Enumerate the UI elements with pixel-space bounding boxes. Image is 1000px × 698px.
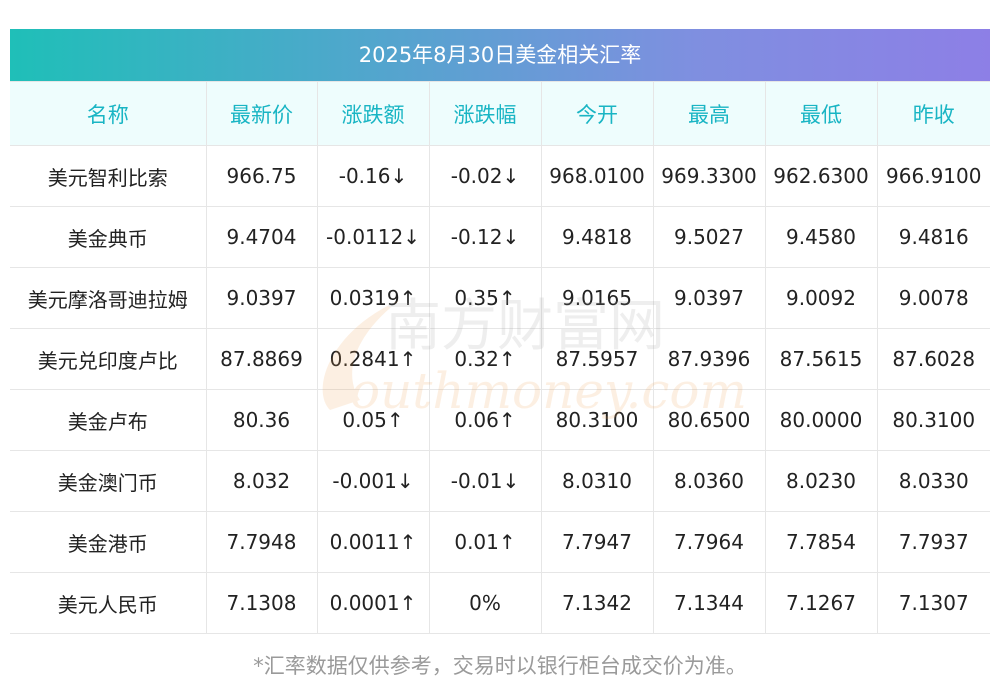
change-amount: 0.2841↑ (316, 328, 430, 390)
change-percent: 0.35↑ (428, 267, 542, 329)
currency-pair-name: 美金典币 (10, 206, 207, 268)
prev-close-price: 87.6028 (876, 328, 990, 390)
open-price: 7.1342 (540, 572, 654, 634)
high-price: 9.0397 (652, 267, 766, 329)
table-row: 美元摩洛哥迪拉姆 9.0397 0.0319↑ 0.35↑ 9.0165 9.0… (10, 267, 990, 329)
low-price: 9.0092 (764, 267, 878, 329)
open-price: 9.0165 (540, 267, 654, 329)
change-percent: 0.32↑ (428, 328, 542, 390)
prev-close-price: 9.0078 (876, 267, 990, 329)
column-header-open: 今开 (540, 81, 654, 146)
currency-pair-name: 美元智利比索 (10, 145, 207, 207)
change-amount: 0.0001↑ (316, 572, 430, 634)
column-header-high: 最高 (652, 81, 766, 146)
prev-close-price: 9.4816 (876, 206, 990, 268)
latest-price: 80.36 (205, 389, 318, 451)
table-row: 美元兑印度卢比 87.8869 0.2841↑ 0.32↑ 87.5957 87… (10, 328, 990, 390)
column-header-change-pct: 涨跌幅 (428, 81, 542, 146)
currency-pair-name: 美金澳门币 (10, 450, 207, 512)
low-price: 9.4580 (764, 206, 878, 268)
low-price: 8.0230 (764, 450, 878, 512)
latest-price: 9.0397 (205, 267, 318, 329)
currency-pair-name: 美元摩洛哥迪拉姆 (10, 267, 207, 329)
low-price: 7.1267 (764, 572, 878, 634)
high-price: 87.9396 (652, 328, 766, 390)
change-percent: -0.12↓ (428, 206, 542, 268)
change-amount: -0.001↓ (316, 450, 430, 512)
prev-close-price: 7.7937 (876, 511, 990, 573)
latest-price: 7.7948 (205, 511, 318, 573)
change-amount: -0.16↓ (316, 145, 430, 207)
table-row: 美金港币 7.7948 0.0011↑ 0.01↑ 7.7947 7.7964 … (10, 511, 990, 573)
change-amount: -0.0112↓ (316, 206, 430, 268)
currency-pair-name: 美金港币 (10, 511, 207, 573)
column-header-low: 最低 (764, 81, 878, 146)
change-percent: 0% (428, 572, 542, 634)
prev-close-price: 80.3100 (876, 389, 990, 451)
latest-price: 966.75 (205, 145, 318, 207)
latest-price: 87.8869 (205, 328, 318, 390)
low-price: 80.0000 (764, 389, 878, 451)
high-price: 8.0360 (652, 450, 766, 512)
column-header-change: 涨跌额 (316, 81, 430, 146)
table-row: 美元智利比索 966.75 -0.16↓ -0.02↓ 968.0100 969… (10, 145, 990, 207)
table-row: 美金澳门币 8.032 -0.001↓ -0.01↓ 8.0310 8.0360… (10, 450, 990, 512)
column-header-name: 名称 (10, 81, 207, 146)
change-amount: 0.0011↑ (316, 511, 430, 573)
change-amount: 0.0319↑ (316, 267, 430, 329)
disclaimer-footnote: *汇率数据仅供参考，交易时以银行柜台成交价为准。 (253, 654, 747, 678)
open-price: 7.7947 (540, 511, 654, 573)
high-price: 969.3300 (652, 145, 766, 207)
change-percent: -0.01↓ (428, 450, 542, 512)
high-price: 80.6500 (652, 389, 766, 451)
column-header-latest: 最新价 (205, 81, 318, 146)
prev-close-price: 966.9100 (876, 145, 990, 207)
latest-price: 9.4704 (205, 206, 318, 268)
open-price: 968.0100 (540, 145, 654, 207)
low-price: 87.5615 (764, 328, 878, 390)
open-price: 80.3100 (540, 389, 654, 451)
latest-price: 7.1308 (205, 572, 318, 634)
prev-close-price: 7.1307 (876, 572, 990, 634)
column-header-prev-close: 昨收 (876, 81, 990, 146)
prev-close-price: 8.0330 (876, 450, 990, 512)
change-percent: -0.02↓ (428, 145, 542, 207)
high-price: 7.7964 (652, 511, 766, 573)
table-header-row: 名称 最新价 涨跌额 涨跌幅 今开 最高 最低 昨收 (10, 81, 990, 146)
table-row: 美金卢布 80.36 0.05↑ 0.06↑ 80.3100 80.6500 8… (10, 389, 990, 451)
change-percent: 0.06↑ (428, 389, 542, 451)
open-price: 8.0310 (540, 450, 654, 512)
exchange-rate-table: 名称 最新价 涨跌额 涨跌幅 今开 最高 最低 昨收 美元智利比索 966.75… (10, 81, 990, 634)
table-row: 美元人民币 7.1308 0.0001↑ 0% 7.1342 7.1344 7.… (10, 572, 990, 634)
open-price: 9.4818 (540, 206, 654, 268)
currency-pair-name: 美金卢布 (10, 389, 207, 451)
table-row: 美金典币 9.4704 -0.0112↓ -0.12↓ 9.4818 9.502… (10, 206, 990, 268)
currency-pair-name: 美元人民币 (10, 572, 207, 634)
high-price: 9.5027 (652, 206, 766, 268)
currency-pair-name: 美元兑印度卢比 (10, 328, 207, 390)
change-percent: 0.01↑ (428, 511, 542, 573)
low-price: 7.7854 (764, 511, 878, 573)
low-price: 962.6300 (764, 145, 878, 207)
latest-price: 8.032 (205, 450, 318, 512)
change-amount: 0.05↑ (316, 389, 430, 451)
open-price: 87.5957 (540, 328, 654, 390)
high-price: 7.1344 (652, 572, 766, 634)
table-title: 2025年8月30日美金相关汇率 (10, 29, 990, 81)
